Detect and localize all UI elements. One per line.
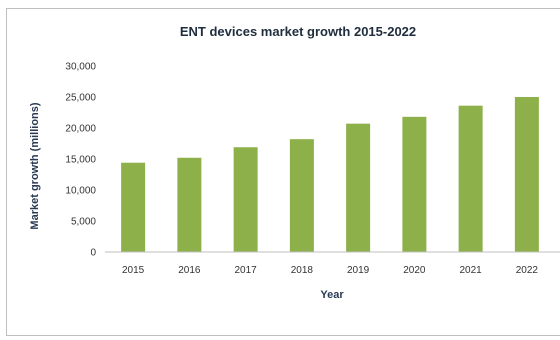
y-axis-ticks: 0 5,000 10,000 15,000 20,000 25,000 30,000 [65,62,96,259]
y-axis-title: Market growth (millions) [29,102,41,229]
x-tick-label: 2015 [122,265,145,276]
x-axis-ticks: 2015 2016 2017 2018 2019 2020 2021 2022 [122,265,538,276]
x-tick-label: 2022 [516,265,539,276]
y-tick-label: 15,000 [65,155,96,166]
bar-2021 [458,105,483,253]
bar-2017 [233,147,258,252]
bar-2016 [177,157,202,252]
x-tick-label: 2020 [403,265,426,276]
y-tick-label: 20,000 [65,124,96,135]
x-axis-title: Year [320,289,344,301]
bar-2022 [514,97,539,252]
x-tick-label: 2021 [460,265,483,276]
y-tick-label: 0 [90,248,96,259]
y-tick-label: 25,000 [65,93,96,104]
bars-group [121,97,539,253]
bar-2018 [289,139,314,252]
y-tick-label: 30,000 [65,62,96,73]
bar-2019 [346,123,371,252]
x-tick-label: 2018 [291,265,314,276]
chart-title: ENT devices market growth 2015-2022 [180,24,416,39]
x-tick-label: 2017 [235,265,258,276]
y-tick-label: 10,000 [65,186,96,197]
x-tick-label: 2016 [178,265,201,276]
y-tick-label: 5,000 [71,217,96,228]
bar-2015 [121,162,146,252]
x-tick-label: 2019 [347,265,370,276]
bar-2020 [402,116,427,252]
